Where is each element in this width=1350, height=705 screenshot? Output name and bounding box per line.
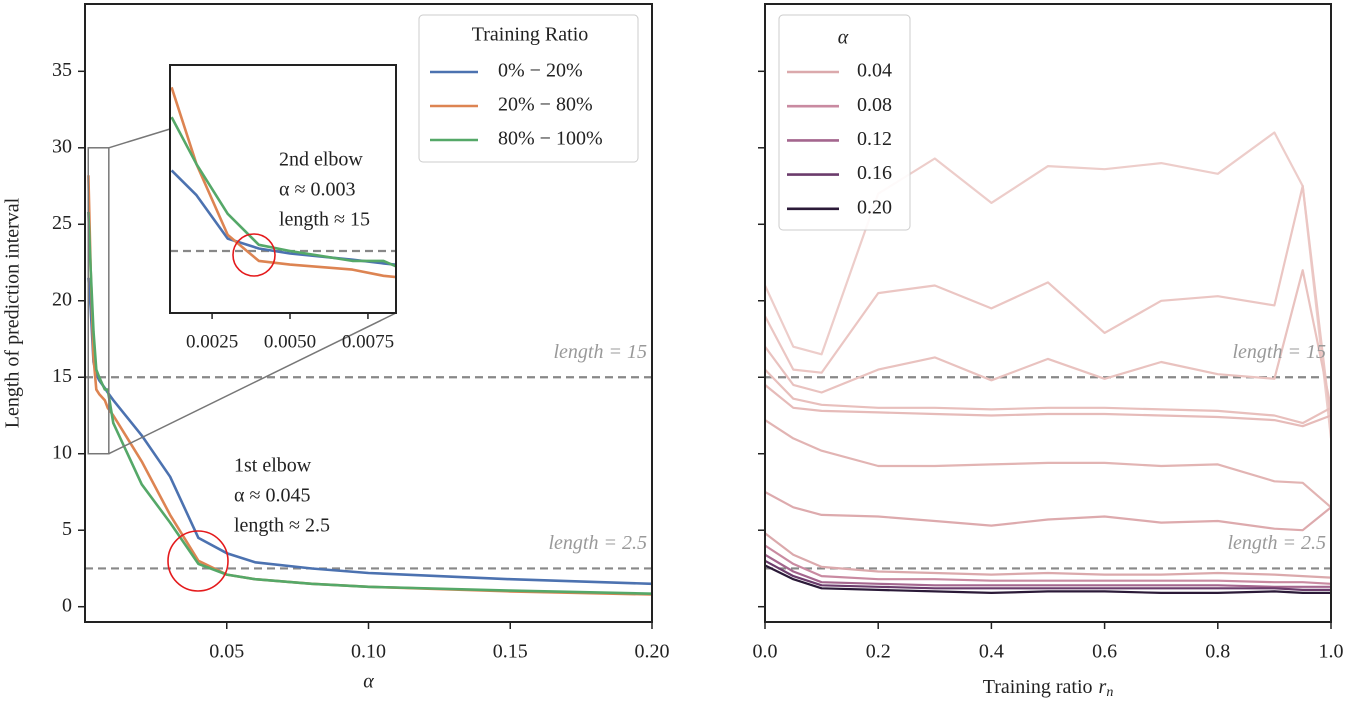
y-tick-label: 0 (62, 594, 72, 616)
legend-label: 0.12 (857, 128, 892, 150)
x-tick-label: 0.4 (979, 641, 1004, 663)
x-label-sub: n (1106, 685, 1113, 700)
y-tick-label: 10 (52, 441, 72, 463)
reference-label: length = 15 (554, 341, 648, 363)
inset-overlay: 0.0025 0.0050 0.0075 2nd elbow α ≈ 0.003 leng… (169, 64, 397, 352)
legend-label: 0.20 (857, 196, 892, 218)
y-tick-label: 5 (62, 518, 72, 540)
series-line (170, 169, 396, 266)
series-line (765, 553, 1331, 588)
series-line (765, 559, 1331, 591)
x-axis-label: Training ratio rn (983, 676, 1114, 701)
y-tick-label: 15 (52, 365, 72, 387)
legend-label: 0.16 (857, 162, 892, 184)
series-line (765, 269, 1331, 409)
annotation: 2nd elbow (279, 149, 363, 171)
y-tick-label: 35 (52, 59, 72, 81)
y-tick-label: 20 (52, 288, 72, 310)
x-axis-label: α (363, 671, 374, 693)
elbow-circle (167, 530, 229, 592)
x-label-var: r (1099, 676, 1107, 698)
elbow-circle (232, 233, 276, 277)
legend-label: 0.04 (857, 60, 892, 82)
x-tick-label: 0.6 (1092, 641, 1117, 663)
series-line (765, 368, 1331, 425)
legend-label: 0% − 20% (498, 60, 583, 82)
x-tick-label: 0.0 (753, 641, 778, 663)
legend-box (778, 14, 911, 231)
series-line (765, 544, 1331, 585)
x-tick-label: 0.20 (635, 641, 670, 663)
x-tick-label: 0.15 (493, 641, 528, 663)
right-plot (765, 131, 1331, 594)
x-tick-label: 0.8 (1205, 641, 1230, 663)
series-line (765, 131, 1331, 439)
series-line (765, 184, 1331, 424)
legend-label: 20% − 80% (498, 94, 593, 116)
main-plot (85, 175, 652, 596)
legend-label: 0.08 (857, 94, 892, 116)
reference-label: length = 2.5 (1228, 532, 1327, 554)
x-tick-label: 0.0075 (342, 331, 394, 352)
annotation: α ≈ 0.003 (279, 179, 355, 201)
reference-label: length = 15 (1233, 341, 1327, 363)
x-tick-label: 0.0025 (186, 331, 238, 352)
legend-title: α (838, 27, 849, 49)
annotation: 1st elbow (234, 455, 312, 477)
series-line (765, 564, 1331, 594)
y-axis-label: Length of prediction interval (2, 197, 24, 428)
y-tick-label: 25 (52, 212, 72, 234)
y-tick-label: 30 (52, 135, 72, 157)
legend-title: Training Ratio (472, 24, 589, 46)
series-line (765, 491, 1331, 532)
x-tick-label: 1.0 (1319, 641, 1344, 663)
series-line (765, 384, 1331, 428)
annotation: α ≈ 0.045 (234, 485, 310, 507)
x-label-text: Training ratio (983, 676, 1093, 698)
x-tick-label: 0.2 (866, 641, 891, 663)
series-line (765, 419, 1331, 509)
legend-label: 80% − 100% (498, 128, 603, 150)
x-tick-label: 0.0050 (264, 331, 316, 352)
axes-frame (764, 3, 1332, 623)
reference-label: length = 2.5 (549, 532, 648, 554)
series-line (765, 532, 1331, 579)
annotation: length ≈ 15 (279, 209, 370, 231)
inset-frame (169, 64, 397, 314)
zoom-connector (108, 312, 397, 455)
zoom-connector (108, 128, 171, 149)
series-line (87, 211, 652, 595)
legend-box (418, 14, 639, 163)
zoom-rect (87, 147, 110, 455)
x-tick-label: 0.05 (209, 641, 244, 663)
series-line (170, 86, 396, 279)
x-tick-label: 0.10 (351, 641, 386, 663)
annotation: length ≈ 2.5 (234, 515, 330, 537)
